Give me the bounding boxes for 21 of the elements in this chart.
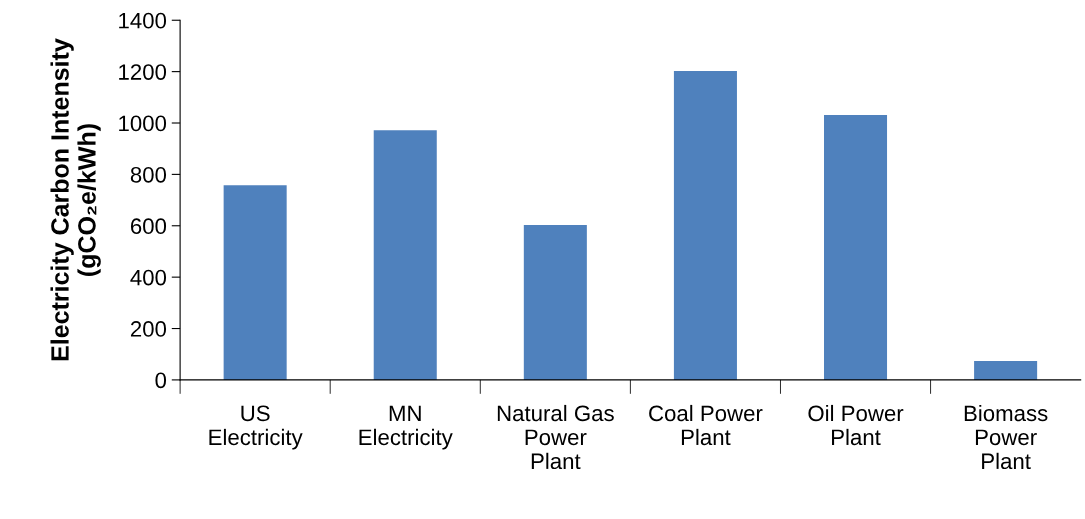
x-tick-label: Coal Power Plant xyxy=(649,404,763,446)
y-tick-label: 800 xyxy=(130,166,167,183)
x-tick-label: Biomass Power Plant xyxy=(964,404,1048,470)
bar xyxy=(824,115,888,380)
x-tick-label: US Electricity xyxy=(209,405,303,450)
y-tick-label: 200 xyxy=(130,321,167,337)
bar xyxy=(523,224,587,380)
x-tick-label: MN Electricity xyxy=(359,405,453,450)
y-tick-label: 600 xyxy=(130,218,167,235)
x-tick-label: Oil Power Plant xyxy=(808,404,904,446)
y-tick-label: 1000 xyxy=(119,115,167,132)
y-tick-label: 0 xyxy=(155,372,167,389)
y-tick-label: 1400 xyxy=(119,12,167,29)
y-tick-label: 1200 xyxy=(119,64,167,80)
bar xyxy=(373,130,437,380)
y-axis-title: Electricity Carbon Intensity (gCO₂e/kWh) xyxy=(50,38,101,361)
bar xyxy=(974,360,1038,380)
bar xyxy=(223,185,287,380)
bar xyxy=(673,71,737,380)
y-tick-label: 400 xyxy=(130,269,167,286)
x-tick-label: Natural Gas Power Plant xyxy=(497,404,614,470)
